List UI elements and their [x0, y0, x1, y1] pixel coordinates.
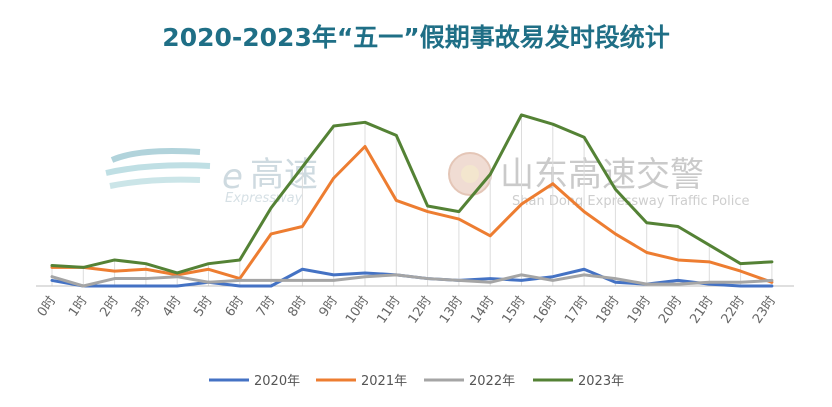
watermark-swoosh-icon [109, 176, 201, 189]
x-axis-ticks: 0时 1时 2时 3时 4时 5时 6时 7时 8时 9时 10时 11时 12时 13时 14时 15时 16… [35, 294, 779, 327]
x-tick-label: 5时 [191, 294, 215, 320]
x-tick-label: 22时 [719, 294, 748, 327]
series-line-1 [50, 145, 774, 284]
x-tick-label: 6时 [223, 294, 247, 320]
legend-label: 2020年 [254, 374, 300, 389]
x-tick-label: 18时 [593, 294, 622, 327]
x-tick-label: 3时 [129, 294, 153, 320]
x-tick-label: 1时 [66, 294, 90, 320]
x-tick-label: 14时 [468, 294, 497, 327]
series-line-3 [50, 113, 774, 275]
expressway-watermark: e 高速 Expressway [105, 148, 318, 206]
x-tick-label: 20时 [656, 294, 685, 327]
x-tick-label: 19时 [625, 294, 654, 327]
watermark-subtitle: Expressway [225, 191, 303, 206]
x-tick-label: 10时 [343, 294, 372, 327]
x-tick-label: 12时 [406, 294, 435, 327]
series-lines [50, 113, 774, 288]
x-tick-label: 9时 [316, 294, 340, 320]
chart-title: 2020-2023年“五一”假期事故易发时段统计 [162, 23, 669, 52]
watermark-subtitle-police: Shan Dong Expressway Traffic Police [512, 194, 750, 209]
watermark-swoosh-icon [110, 148, 201, 163]
x-tick-label: 8时 [285, 294, 309, 320]
x-tick-label: 4时 [160, 294, 184, 320]
watermark-swoosh-icon [105, 162, 211, 176]
x-tick-label: 23时 [750, 294, 779, 327]
watermark-letter: e [222, 157, 243, 197]
x-tick-label: 16时 [531, 294, 560, 327]
x-tick-label: 21时 [687, 294, 716, 327]
x-tick-label: 17时 [562, 294, 591, 327]
police-watermark: 山东高速交警 Shan Dong Expressway Traffic Poli… [448, 152, 750, 209]
legend-label: 2021年 [361, 374, 407, 389]
x-tick-label: 13时 [437, 294, 466, 327]
police-badge-center-icon [461, 165, 479, 183]
watermark-title-police: 山东高速交警 [500, 155, 704, 195]
x-tick-label: 0时 [35, 294, 59, 320]
x-tick-label: 15时 [500, 294, 529, 327]
legend: 2020年 2021年 2022年 2023年 [209, 374, 624, 389]
legend-label: 2023年 [578, 374, 624, 389]
series-line-2 [50, 273, 774, 288]
x-tick-label: 2时 [97, 294, 121, 320]
x-tick-label: 7时 [254, 294, 278, 320]
x-tick-label: 11时 [374, 294, 403, 327]
legend-label: 2022年 [469, 374, 515, 389]
